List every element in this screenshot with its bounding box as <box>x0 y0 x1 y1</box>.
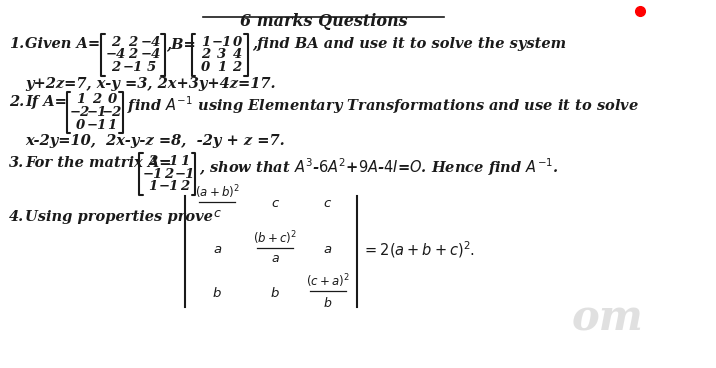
Text: 0: 0 <box>200 61 210 74</box>
Text: 2: 2 <box>111 61 120 74</box>
Text: $a$: $a$ <box>323 243 332 256</box>
Text: 1: 1 <box>180 155 189 168</box>
Text: $b$: $b$ <box>213 286 222 300</box>
Text: −4: −4 <box>141 49 161 61</box>
Text: −1: −1 <box>159 180 179 194</box>
Text: 4.: 4. <box>9 210 24 224</box>
Text: $b$: $b$ <box>271 286 280 300</box>
Text: −2: −2 <box>70 106 90 119</box>
Text: −1: −1 <box>211 36 232 49</box>
Text: $(a+b)^2$: $(a+b)^2$ <box>195 183 240 201</box>
Text: 2: 2 <box>200 49 210 61</box>
Text: 0: 0 <box>76 119 85 132</box>
Text: −1: −1 <box>87 119 107 132</box>
Text: 1: 1 <box>107 119 117 132</box>
Text: ,find BA and use it to solve the system: ,find BA and use it to solve the system <box>252 37 566 51</box>
Text: −1: −1 <box>175 167 195 181</box>
Text: 1.: 1. <box>9 37 24 51</box>
Text: y+2z=7, x-y =3, 2x+3y+4z=17.: y+2z=7, x-y =3, 2x+3y+4z=17. <box>25 77 276 91</box>
Text: $(c+a)^2$: $(c+a)^2$ <box>306 273 350 290</box>
Text: 1: 1 <box>200 36 210 49</box>
Text: $= 2(a+b+c)^2.$: $= 2(a+b+c)^2.$ <box>362 239 475 260</box>
Text: −1: −1 <box>122 61 143 74</box>
Text: 2: 2 <box>111 36 120 49</box>
Text: 1: 1 <box>76 93 85 106</box>
Text: $c$: $c$ <box>324 197 332 210</box>
Text: $b$: $b$ <box>323 296 332 310</box>
Text: −4: −4 <box>105 49 126 61</box>
Text: −4: −4 <box>141 36 161 49</box>
Text: −2: −2 <box>102 106 122 119</box>
Text: 2: 2 <box>92 93 101 106</box>
Text: 2: 2 <box>148 155 158 168</box>
Text: , show that $A^3$-$6A^2$+$9A$-$4I$=$O$. Hence find $A^{-1}$.: , show that $A^3$-$6A^2$+$9A$-$4I$=$O$. … <box>199 156 558 178</box>
Text: −1: −1 <box>159 155 179 168</box>
Text: $a$: $a$ <box>213 243 222 256</box>
Text: 2: 2 <box>128 49 137 61</box>
Text: −1: −1 <box>87 106 107 119</box>
Text: ,B=: ,B= <box>166 37 196 51</box>
Text: For the matrix A=: For the matrix A= <box>25 156 171 170</box>
Text: 2: 2 <box>128 36 137 49</box>
Text: −1: −1 <box>142 167 163 181</box>
Text: 4: 4 <box>233 49 242 61</box>
Text: $c$: $c$ <box>271 197 280 210</box>
Text: Using properties prove: Using properties prove <box>25 210 213 224</box>
Text: 2: 2 <box>233 61 242 74</box>
Text: 3: 3 <box>217 49 226 61</box>
Text: 6 marks Questions: 6 marks Questions <box>240 13 407 30</box>
Text: 2: 2 <box>180 180 189 194</box>
Text: If A=: If A= <box>25 95 67 109</box>
Text: x-2y=10,  2x-y-z =8,  -2y + z =7.: x-2y=10, 2x-y-z =8, -2y + z =7. <box>25 134 285 148</box>
Text: om: om <box>571 298 643 340</box>
Text: 1: 1 <box>217 61 226 74</box>
Text: find $A^{-1}$ using Elementary Transformations and use it to solve: find $A^{-1}$ using Elementary Transform… <box>127 95 639 116</box>
Text: 0: 0 <box>233 36 242 49</box>
Text: $a$: $a$ <box>271 252 280 265</box>
Text: $c$: $c$ <box>213 207 221 220</box>
Text: 2: 2 <box>165 167 174 181</box>
Text: Given A=: Given A= <box>25 37 100 51</box>
Text: 1: 1 <box>148 180 158 194</box>
Text: 3.: 3. <box>9 156 24 170</box>
Text: $(b+c)^2$: $(b+c)^2$ <box>253 229 297 247</box>
Text: 2.: 2. <box>9 95 24 109</box>
Text: 0: 0 <box>107 93 117 106</box>
Text: 5: 5 <box>146 61 155 74</box>
